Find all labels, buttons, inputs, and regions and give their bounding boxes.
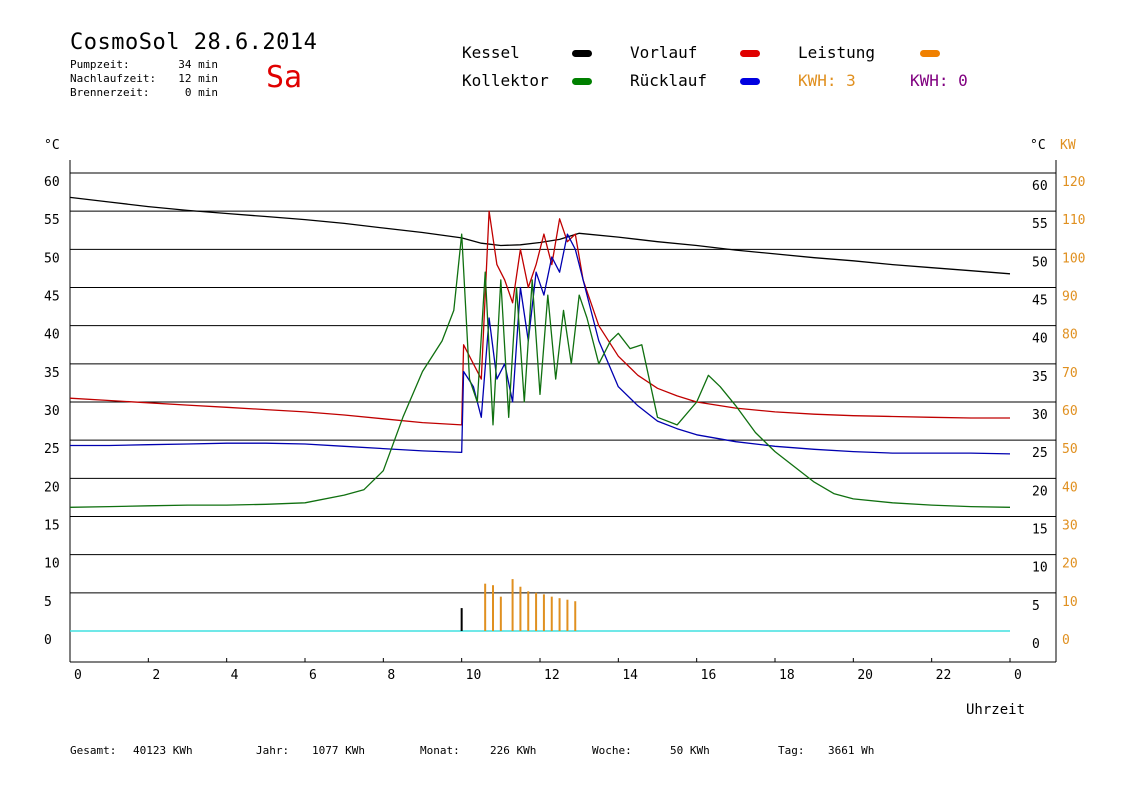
y2-tick-120: 120 <box>1062 175 1085 190</box>
stat-pumpzeit-value: 34 min <box>178 58 218 71</box>
series-rcklauf-line <box>70 233 1011 455</box>
legend-kwh-solar: KWH: 3 <box>798 71 856 90</box>
page-title: CosmoSol 28.6.2014 <box>70 30 318 55</box>
footer-monat-label: Monat: <box>420 744 460 757</box>
legend-kollektor-label: Kollektor <box>462 71 549 90</box>
x-tick-1: 2 <box>152 668 160 683</box>
x-tick-4: 8 <box>387 668 395 683</box>
y-tick-right-10: 10 <box>1032 561 1048 576</box>
y2-axis-label: KW <box>1060 138 1076 153</box>
y-tick-right-20: 20 <box>1032 484 1048 499</box>
footer-gesamt-label: Gesamt: <box>70 744 117 757</box>
x-tick-12: 0 <box>1014 668 1022 683</box>
x-tick-5: 10 <box>466 668 482 683</box>
x-tick-3: 6 <box>309 668 317 683</box>
footer-monat-value: 226 KWh <box>490 744 537 757</box>
x-axis-label: Uhrzeit <box>966 702 1025 718</box>
series-kessel-line <box>69 196 1011 275</box>
stat-pumpzeit-label: Pumpzeit: <box>70 58 130 71</box>
stat-nachlaufzeit-value: 12 min <box>178 72 218 85</box>
y-tick-left-50: 50 <box>44 251 60 266</box>
y-tick-right-30: 30 <box>1032 408 1048 423</box>
y-tick-right-45: 45 <box>1032 294 1048 309</box>
y-tick-right-35: 35 <box>1032 370 1048 385</box>
y-tick-left-25: 25 <box>44 442 60 457</box>
y-tick-left-30: 30 <box>44 404 60 419</box>
footer-tag-value: 3661 Wh <box>828 744 875 757</box>
y2-tick-110: 110 <box>1062 213 1085 228</box>
y2-tick-0: 0 <box>1062 633 1070 648</box>
y2-tick-70: 70 <box>1062 366 1078 381</box>
x-tick-10: 20 <box>857 668 873 683</box>
footer-jahr-label: Jahr: <box>256 744 290 757</box>
legend-vorlauf-label: Vorlauf <box>630 43 698 62</box>
y2-tick-100: 100 <box>1062 251 1085 266</box>
legend-leistung-label: Leistung <box>798 43 876 62</box>
footer-gesamt-value: 40123 KWh <box>133 744 193 757</box>
y-tick-left-5: 5 <box>44 595 52 610</box>
y2-tick-10: 10 <box>1062 595 1078 610</box>
y-tick-right-60: 60 <box>1032 179 1048 194</box>
weekday-label: Sa <box>266 60 303 95</box>
y2-tick-30: 30 <box>1062 519 1078 534</box>
x-tick-2: 4 <box>231 668 239 683</box>
stat-brennerzeit-value: 0 min <box>184 86 218 99</box>
x-tick-7: 14 <box>622 668 638 683</box>
footer-woche-label: Woche: <box>592 744 632 757</box>
y-tick-left-45: 45 <box>44 290 60 305</box>
legend-ruecklauf-label: Rücklauf <box>630 71 708 90</box>
y-tick-right-50: 50 <box>1032 255 1048 270</box>
stat-brennerzeit-label: Brennerzeit: <box>70 86 150 99</box>
footer-jahr-value: 1077 KWh <box>312 744 365 757</box>
legend-vorlauf-swatch <box>740 50 760 57</box>
y-tick-left-10: 10 <box>44 557 60 572</box>
y2-tick-90: 90 <box>1062 290 1078 305</box>
legend-ruecklauf-swatch <box>740 78 760 85</box>
y-axis-label-left: °C <box>44 138 60 153</box>
y-tick-left-55: 55 <box>44 213 60 228</box>
y2-tick-20: 20 <box>1062 557 1078 572</box>
x-tick-0: 0 <box>74 668 82 683</box>
stat-nachlaufzeit-label: Nachlaufzeit: <box>70 72 157 85</box>
y-tick-left-35: 35 <box>44 366 60 381</box>
y2-tick-50: 50 <box>1062 442 1078 457</box>
legend-kollektor-swatch <box>572 78 592 85</box>
y-tick-left-15: 15 <box>44 519 60 534</box>
legend-kessel-swatch <box>572 50 592 57</box>
series-kollektor-line <box>69 233 1011 508</box>
y2-tick-40: 40 <box>1062 480 1078 495</box>
legend-kwh-burner: KWH: 0 <box>910 71 968 90</box>
x-tick-9: 18 <box>779 668 795 683</box>
y2-tick-80: 80 <box>1062 328 1078 343</box>
y-tick-right-25: 25 <box>1032 446 1048 461</box>
y-tick-left-0: 0 <box>44 633 52 648</box>
footer-tag-label: Tag: <box>778 744 805 757</box>
y-tick-right-55: 55 <box>1032 217 1048 232</box>
y2-tick-60: 60 <box>1062 404 1078 419</box>
y-tick-right-5: 5 <box>1032 599 1040 614</box>
legend-kessel-label: Kessel <box>462 43 520 62</box>
legend-leistung-swatch <box>920 50 940 57</box>
y-tick-right-15: 15 <box>1032 523 1048 538</box>
x-tick-6: 12 <box>544 668 560 683</box>
y-tick-left-20: 20 <box>44 480 60 495</box>
y-tick-right-40: 40 <box>1032 332 1048 347</box>
y-axis-label-right: °C <box>1030 138 1046 153</box>
y-tick-right-0: 0 <box>1032 637 1040 652</box>
y-tick-left-60: 60 <box>44 175 60 190</box>
x-tick-11: 22 <box>936 668 952 683</box>
y-tick-left-40: 40 <box>44 328 60 343</box>
footer-woche-value: 50 KWh <box>670 744 710 757</box>
series-vorlauf-line <box>69 210 1010 426</box>
x-tick-8: 16 <box>701 668 717 683</box>
